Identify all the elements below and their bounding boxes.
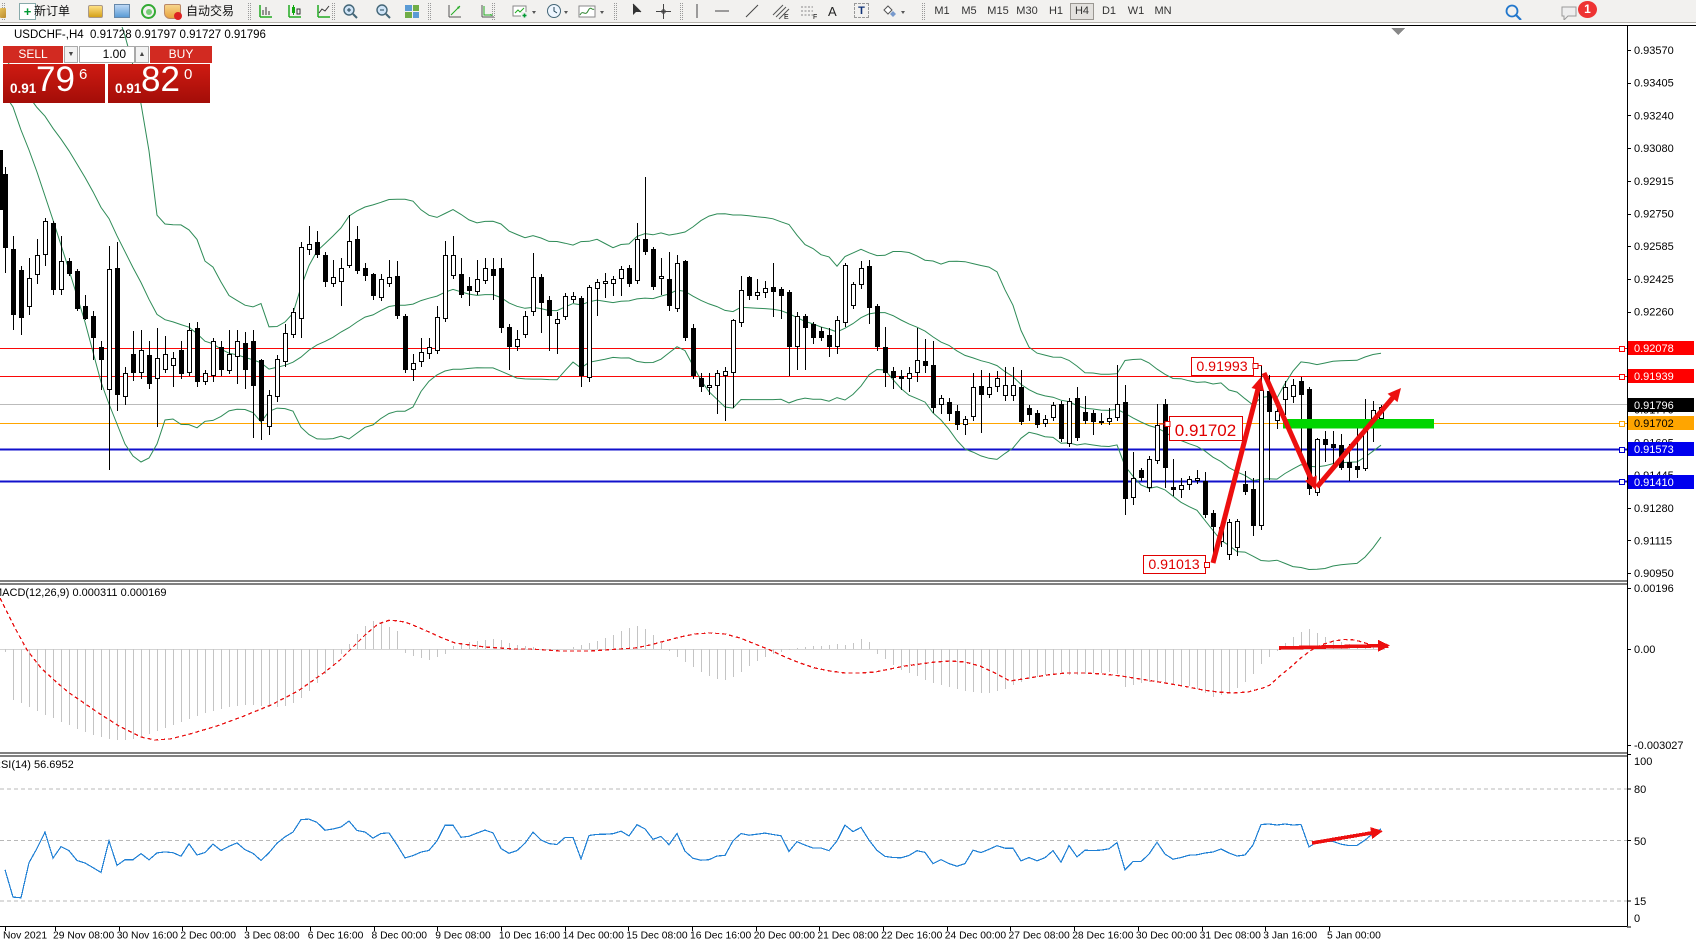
svg-text:80: 80 <box>1634 784 1646 796</box>
svg-text:50: 50 <box>1634 836 1646 848</box>
svg-text:15 Dec 08:00: 15 Dec 08:00 <box>626 931 688 942</box>
svg-text:0.91013: 0.91013 <box>1148 557 1199 573</box>
svg-text:3 Jan 16:00: 3 Jan 16:00 <box>1263 931 1317 942</box>
svg-text:30 Nov 16:00: 30 Nov 16:00 <box>117 931 179 942</box>
svg-text:28 Dec 16:00: 28 Dec 16:00 <box>1072 931 1134 942</box>
svg-text:0.91796: 0.91796 <box>1634 400 1674 412</box>
svg-text:100: 100 <box>1634 756 1652 768</box>
svg-text:10 Dec 16:00: 10 Dec 16:00 <box>499 931 561 942</box>
svg-text:14 Dec 00:00: 14 Dec 00:00 <box>563 931 625 942</box>
svg-text:-0.003027: -0.003027 <box>1634 740 1684 752</box>
svg-text:0.92260: 0.92260 <box>1634 307 1674 319</box>
svg-text:9 Dec 08:00: 9 Dec 08:00 <box>435 931 491 942</box>
svg-text:Nov 2021: Nov 2021 <box>3 931 47 942</box>
svg-text:5 Jan 00:00: 5 Jan 00:00 <box>1327 931 1381 942</box>
svg-text:0.92425: 0.92425 <box>1634 274 1674 286</box>
svg-text:0.91702: 0.91702 <box>1634 418 1674 430</box>
svg-text:0: 0 <box>1634 913 1640 925</box>
svg-text:0.91702: 0.91702 <box>1175 421 1236 440</box>
svg-text:31 Dec 08:00: 31 Dec 08:00 <box>1200 931 1262 942</box>
svg-text:30 Dec 00:00: 30 Dec 00:00 <box>1136 931 1198 942</box>
svg-text:29 Nov 08:00: 29 Nov 08:00 <box>53 931 115 942</box>
svg-text:20 Dec 00:00: 20 Dec 00:00 <box>754 931 816 942</box>
svg-text:0.93570: 0.93570 <box>1634 45 1674 57</box>
svg-text:0.92585: 0.92585 <box>1634 241 1674 253</box>
svg-text:0.91115: 0.91115 <box>1634 536 1672 548</box>
svg-text:0.00: 0.00 <box>1634 644 1655 656</box>
svg-text:0.91939: 0.91939 <box>1634 371 1674 383</box>
svg-text:6 Dec 16:00: 6 Dec 16:00 <box>308 931 364 942</box>
svg-text:0.91573: 0.91573 <box>1634 444 1674 456</box>
svg-text:0.92750: 0.92750 <box>1634 209 1674 221</box>
svg-text:MACD(12,26,9) 0.000311 0.00016: MACD(12,26,9) 0.000311 0.000169 <box>0 587 166 599</box>
svg-text:21 Dec 08:00: 21 Dec 08:00 <box>817 931 879 942</box>
svg-text:3 Dec 08:00: 3 Dec 08:00 <box>244 931 300 942</box>
svg-text:0.90950: 0.90950 <box>1634 568 1674 580</box>
svg-text:27 Dec 08:00: 27 Dec 08:00 <box>1009 931 1071 942</box>
svg-text:0.93240: 0.93240 <box>1634 110 1674 122</box>
svg-text:22 Dec 16:00: 22 Dec 16:00 <box>881 931 943 942</box>
svg-text:0.92915: 0.92915 <box>1634 176 1674 188</box>
svg-text:0.93405: 0.93405 <box>1634 78 1674 90</box>
svg-text:2 Dec 00:00: 2 Dec 00:00 <box>180 931 236 942</box>
svg-text:0.00196: 0.00196 <box>1634 583 1674 595</box>
svg-text:16 Dec 16:00: 16 Dec 16:00 <box>690 931 752 942</box>
svg-text:F: F <box>813 14 817 20</box>
svg-text:8 Dec 00:00: 8 Dec 00:00 <box>372 931 428 942</box>
svg-text:0.91280: 0.91280 <box>1634 503 1674 515</box>
svg-text:0.91993: 0.91993 <box>1196 359 1247 375</box>
svg-text:0.93080: 0.93080 <box>1634 143 1674 155</box>
svg-text:E: E <box>784 14 789 20</box>
svg-text:0.92078: 0.92078 <box>1634 343 1674 355</box>
svg-text:24 Dec 00:00: 24 Dec 00:00 <box>945 931 1007 942</box>
svg-text:RSI(14) 56.6952: RSI(14) 56.6952 <box>0 759 74 771</box>
svg-text:15: 15 <box>1634 896 1646 908</box>
svg-text:0.91410: 0.91410 <box>1634 477 1674 489</box>
